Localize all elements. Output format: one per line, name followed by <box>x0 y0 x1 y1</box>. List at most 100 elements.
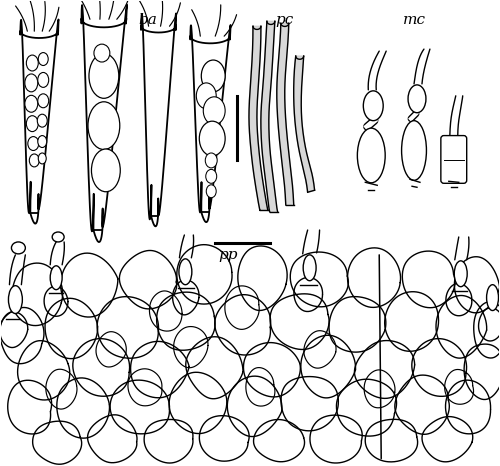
Polygon shape <box>73 339 130 396</box>
Polygon shape <box>88 415 137 463</box>
Ellipse shape <box>486 285 498 310</box>
Polygon shape <box>301 335 356 398</box>
Ellipse shape <box>92 149 120 192</box>
Polygon shape <box>172 280 199 315</box>
Ellipse shape <box>206 153 217 168</box>
Ellipse shape <box>38 114 47 127</box>
Polygon shape <box>446 283 472 316</box>
Polygon shape <box>281 377 338 431</box>
Ellipse shape <box>202 60 225 92</box>
Ellipse shape <box>94 44 110 62</box>
Polygon shape <box>186 337 243 399</box>
Ellipse shape <box>38 153 46 164</box>
Ellipse shape <box>25 96 38 112</box>
Polygon shape <box>238 246 287 310</box>
Polygon shape <box>12 263 63 326</box>
Polygon shape <box>329 296 386 352</box>
Ellipse shape <box>402 121 426 180</box>
Polygon shape <box>214 295 270 355</box>
Polygon shape <box>354 341 414 398</box>
Polygon shape <box>244 343 300 397</box>
Polygon shape <box>249 26 268 211</box>
Ellipse shape <box>38 53 48 66</box>
Polygon shape <box>150 291 182 331</box>
Polygon shape <box>174 327 208 368</box>
Polygon shape <box>261 21 278 212</box>
Ellipse shape <box>454 261 467 287</box>
Ellipse shape <box>196 83 216 109</box>
Ellipse shape <box>25 74 38 92</box>
Polygon shape <box>294 56 314 192</box>
Polygon shape <box>97 297 158 358</box>
Text: mc: mc <box>402 14 425 27</box>
Polygon shape <box>464 344 500 399</box>
Ellipse shape <box>28 137 39 151</box>
Polygon shape <box>0 308 44 363</box>
Polygon shape <box>304 331 336 368</box>
Ellipse shape <box>204 97 225 124</box>
Polygon shape <box>254 419 304 462</box>
Polygon shape <box>32 421 82 464</box>
Polygon shape <box>412 339 467 397</box>
FancyBboxPatch shape <box>441 136 466 183</box>
Text: ba: ba <box>138 14 157 27</box>
Ellipse shape <box>408 85 426 113</box>
Polygon shape <box>310 415 362 463</box>
Polygon shape <box>246 368 275 406</box>
Ellipse shape <box>26 116 38 131</box>
Polygon shape <box>144 419 193 463</box>
Polygon shape <box>0 312 28 348</box>
Polygon shape <box>270 294 329 350</box>
Ellipse shape <box>206 169 216 183</box>
Polygon shape <box>44 286 68 316</box>
Polygon shape <box>348 248 401 308</box>
Polygon shape <box>422 417 472 462</box>
Polygon shape <box>395 375 450 434</box>
Polygon shape <box>120 251 176 309</box>
Polygon shape <box>365 419 418 462</box>
Polygon shape <box>169 372 227 433</box>
Ellipse shape <box>30 154 40 167</box>
Polygon shape <box>57 378 110 438</box>
Polygon shape <box>294 277 322 311</box>
Ellipse shape <box>89 54 119 98</box>
Polygon shape <box>402 251 455 308</box>
Polygon shape <box>336 379 396 436</box>
Ellipse shape <box>303 255 316 281</box>
Polygon shape <box>228 376 282 437</box>
Polygon shape <box>446 380 490 434</box>
Polygon shape <box>454 257 500 313</box>
Polygon shape <box>96 332 126 367</box>
Polygon shape <box>436 295 486 358</box>
Polygon shape <box>46 369 77 409</box>
Ellipse shape <box>50 266 62 290</box>
Ellipse shape <box>364 91 383 121</box>
Polygon shape <box>290 252 348 307</box>
Ellipse shape <box>52 232 64 242</box>
Polygon shape <box>130 342 189 398</box>
Polygon shape <box>225 286 259 329</box>
Ellipse shape <box>88 102 120 150</box>
Polygon shape <box>60 253 118 317</box>
Polygon shape <box>200 416 249 461</box>
Ellipse shape <box>206 185 216 198</box>
Polygon shape <box>45 298 98 359</box>
Ellipse shape <box>38 72 48 87</box>
Polygon shape <box>156 292 215 350</box>
Polygon shape <box>18 341 70 400</box>
Polygon shape <box>364 370 395 408</box>
Ellipse shape <box>179 259 192 285</box>
Ellipse shape <box>38 136 46 148</box>
Ellipse shape <box>200 121 225 156</box>
Ellipse shape <box>8 286 22 314</box>
Polygon shape <box>478 308 500 341</box>
Polygon shape <box>277 23 293 205</box>
Polygon shape <box>8 380 52 434</box>
Polygon shape <box>384 292 438 351</box>
Polygon shape <box>444 370 474 404</box>
Polygon shape <box>177 245 232 304</box>
Polygon shape <box>128 369 162 406</box>
Polygon shape <box>110 380 170 434</box>
Ellipse shape <box>38 94 48 108</box>
Ellipse shape <box>358 128 385 183</box>
